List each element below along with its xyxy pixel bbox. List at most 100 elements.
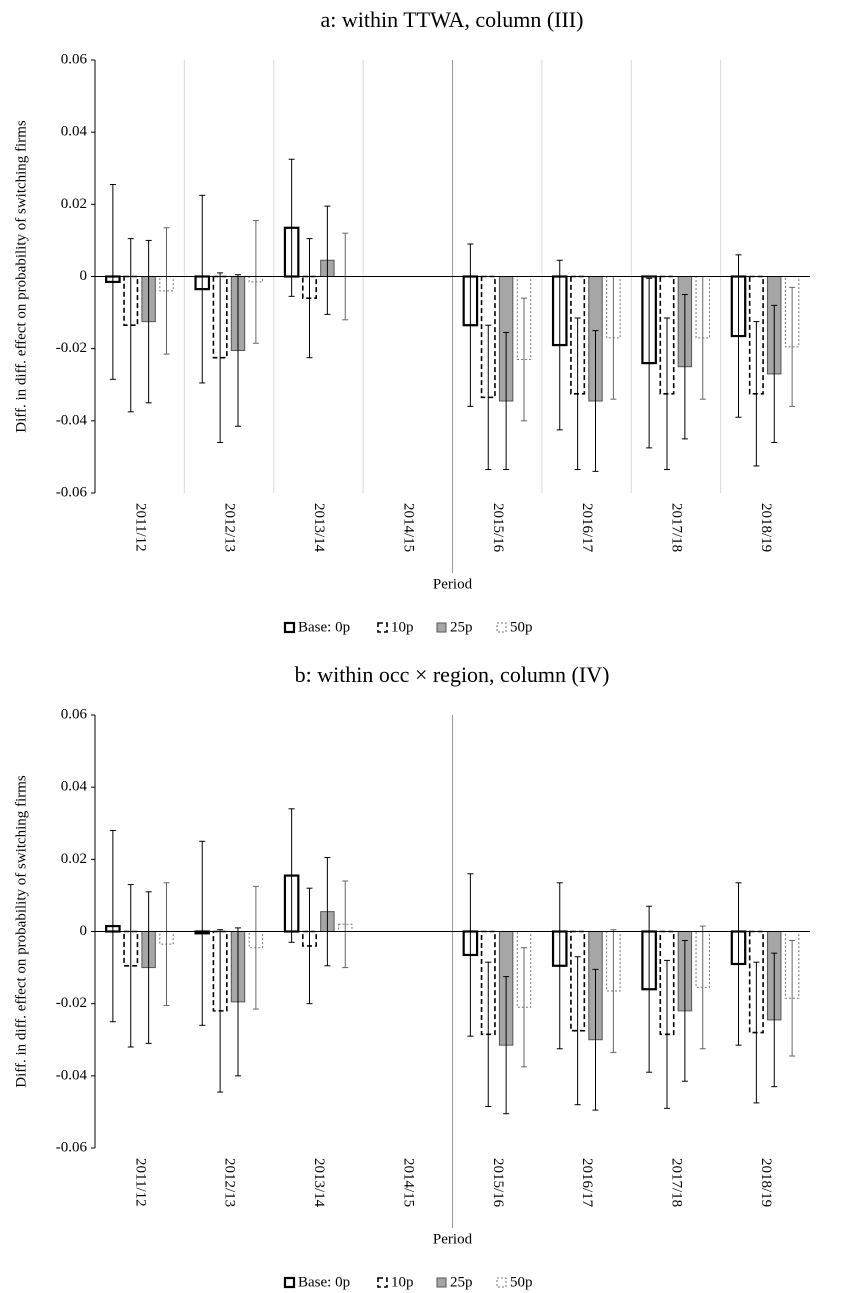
- error-bar: [306, 887, 313, 1005]
- x-tick-label: 2012/13: [222, 1158, 238, 1207]
- chart-title: b: within occ × region, column (IV): [295, 662, 610, 687]
- y-tick-label: 0.06: [61, 51, 88, 67]
- error-bar: [306, 238, 313, 359]
- error-bar: [109, 829, 116, 1023]
- error-bar: [288, 808, 295, 943]
- legend-label: 50p: [510, 619, 533, 635]
- legend-swatch: [283, 1276, 296, 1289]
- legend-swatch: [436, 1277, 447, 1288]
- x-tick-label: 2011/12: [132, 503, 148, 552]
- legend-label: 25p: [450, 619, 473, 635]
- legend-swatch: [496, 622, 507, 633]
- error-bar: [217, 272, 224, 443]
- x-tick-label: 2015/16: [490, 1158, 506, 1208]
- error-bar: [467, 873, 474, 1037]
- y-tick-label: 0: [80, 923, 88, 939]
- error-bar: [503, 976, 510, 1115]
- y-tick-label: -0.06: [56, 1139, 88, 1155]
- chart-title: a: within TTWA, column (III): [321, 7, 584, 32]
- legend-label: 10p: [391, 619, 414, 635]
- legend-label: 25p: [450, 1274, 473, 1290]
- error-bar: [485, 961, 492, 1108]
- error-bar: [753, 961, 760, 1104]
- y-tick-label: 0.02: [61, 196, 87, 212]
- legend-label: Base: 0p: [298, 1274, 350, 1290]
- error-bar: [592, 968, 599, 1111]
- error-bar: [127, 884, 134, 1048]
- y-tick-label: 0.04: [61, 124, 88, 140]
- legend-label: Base: 0p: [298, 619, 350, 635]
- error-bar: [610, 929, 617, 1053]
- error-bar: [485, 324, 492, 471]
- error-bar: [342, 880, 349, 969]
- error-bar: [789, 286, 796, 407]
- error-bar: [145, 891, 152, 1044]
- x-tick-label: 2017/18: [669, 503, 685, 552]
- error-bar: [217, 929, 224, 1093]
- x-tick-label: 2016/17: [579, 503, 595, 553]
- x-tick-label: 2018/19: [758, 1158, 774, 1207]
- error-bar: [735, 254, 742, 418]
- error-bar: [771, 304, 778, 443]
- x-tick-label: 2014/15: [400, 1158, 416, 1207]
- error-bar: [646, 905, 653, 1073]
- error-bar: [288, 158, 295, 297]
- error-bar: [252, 220, 259, 344]
- x-tick-label: 2015/16: [490, 503, 506, 553]
- error-bar: [467, 243, 474, 407]
- y-tick-label: -0.02: [56, 995, 87, 1011]
- error-bar: [735, 882, 742, 1046]
- legend-swatch: [436, 622, 447, 633]
- error-bar: [145, 239, 152, 404]
- x-tick-label: 2012/13: [222, 503, 238, 552]
- error-bar: [789, 940, 796, 1057]
- x-tick-label: 2017/18: [669, 1158, 685, 1207]
- y-tick-label: -0.02: [56, 340, 87, 356]
- error-bar: [503, 331, 510, 471]
- legend-swatch: [496, 1277, 507, 1288]
- error-bar: [163, 227, 170, 355]
- error-bar: [771, 952, 778, 1088]
- error-bar: [163, 882, 170, 1006]
- legend-swatch: [377, 1277, 388, 1288]
- error-bar: [521, 297, 527, 422]
- error-bar: [681, 940, 688, 1082]
- error-bar: [664, 959, 670, 1109]
- y-tick-label: -0.04: [56, 412, 88, 428]
- y-axis-label: Diff. in diff. effect on probability of …: [13, 775, 29, 1088]
- error-bar: [235, 927, 241, 1077]
- x-tick-label: 2013/14: [311, 1158, 327, 1208]
- error-bar: [252, 885, 259, 1010]
- y-tick-label: 0.02: [61, 851, 87, 867]
- error-bar: [556, 259, 563, 431]
- error-bar: [324, 857, 331, 967]
- error-bar: [592, 330, 599, 472]
- y-axis-label: Diff. in diff. effect on probability of …: [13, 120, 29, 433]
- x-axis-label: Period: [433, 1231, 473, 1247]
- error-bar: [127, 238, 134, 413]
- error-bar: [574, 956, 581, 1106]
- error-bar: [646, 277, 653, 449]
- x-tick-label: 2011/12: [132, 1158, 148, 1207]
- error-bar: [699, 925, 706, 1050]
- x-axis-label: Period: [433, 576, 473, 592]
- x-tick-label: 2013/14: [311, 503, 327, 553]
- x-tick-label: 2014/15: [400, 503, 416, 552]
- error-bar: [753, 321, 760, 467]
- error-bar: [556, 882, 563, 1050]
- error-bar: [681, 294, 688, 440]
- y-tick-label: 0.04: [61, 779, 88, 795]
- y-tick-label: 0: [80, 268, 88, 284]
- y-tick-label: -0.04: [56, 1067, 88, 1083]
- error-bar: [235, 274, 241, 427]
- error-bar: [199, 194, 206, 384]
- error-bar: [324, 205, 331, 315]
- y-tick-label: -0.06: [56, 484, 88, 500]
- legend-swatch: [377, 622, 388, 633]
- x-tick-label: 2016/17: [579, 1158, 595, 1208]
- error-bar: [199, 840, 206, 1026]
- legend-swatch: [283, 621, 296, 634]
- error-bar: [664, 317, 670, 471]
- error-bar: [521, 947, 527, 1068]
- legend-label: 10p: [391, 1274, 414, 1290]
